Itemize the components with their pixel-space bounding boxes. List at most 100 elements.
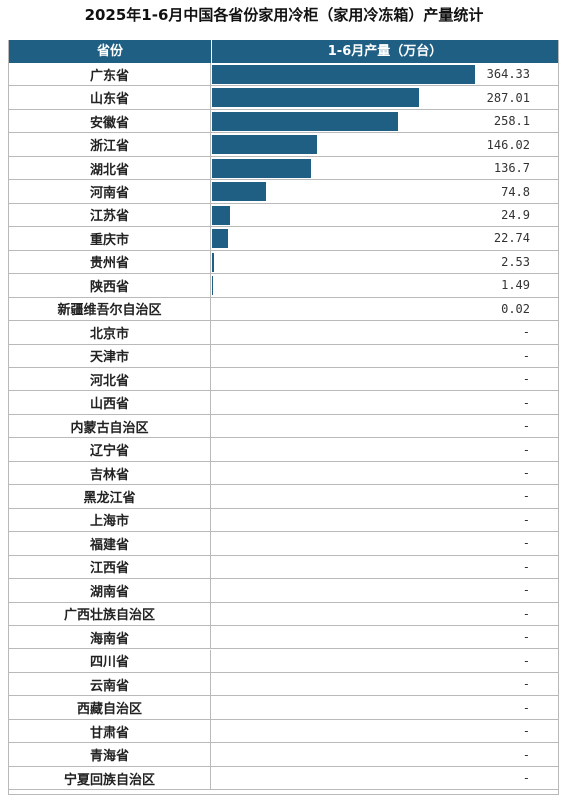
table-row: 陕西省 1.49 (9, 274, 558, 298)
header-province: 省份 (9, 40, 212, 63)
value-label: - (522, 677, 530, 692)
value-bar (212, 65, 475, 84)
value-label: 74.8 (501, 184, 530, 199)
province-name: 天津市 (9, 344, 211, 367)
value-label: 258.1 (493, 114, 530, 129)
value-label: 146.02 (486, 137, 530, 152)
province-name: 福建省 (9, 532, 211, 555)
province-name: 山西省 (9, 391, 211, 414)
province-name: 云南省 (9, 672, 211, 696)
value-label: - (522, 630, 530, 645)
value-bar (212, 111, 399, 131)
province-name: 内蒙古自治区 (9, 414, 211, 438)
province-name: 黑龙江省 (9, 485, 211, 508)
province-name: 湖南省 (9, 579, 211, 602)
table-row: 黑龙江省 - (9, 485, 558, 509)
value-label: 22.74 (493, 231, 530, 246)
table-row: 天津市 - (9, 344, 558, 368)
table-row: 辽宁省 - (9, 438, 558, 462)
table-row: 重庆市 22.74 (9, 227, 558, 251)
province-name: 四川省 (9, 649, 211, 672)
value-label: 136.7 (493, 161, 530, 176)
table-row: 江西省 - (9, 555, 558, 580)
table-row: 福建省 - (9, 532, 558, 556)
value-label: - (522, 771, 530, 786)
province-name: 江苏省 (9, 203, 211, 227)
value-bar (212, 182, 266, 202)
province-name: 西藏自治区 (9, 696, 211, 719)
table-row: 河北省 - (9, 367, 558, 392)
province-name: 新疆维吾尔自治区 (9, 297, 211, 321)
province-name: 河北省 (9, 367, 211, 391)
table-row: 北京市 - (9, 321, 558, 345)
value-label: - (522, 372, 530, 387)
province-name: 上海市 (9, 508, 211, 532)
value-label: - (522, 512, 530, 527)
table-row: 海南省 - (9, 626, 558, 650)
value-bar (212, 205, 230, 225)
province-name: 陕西省 (9, 274, 211, 297)
province-name: 北京市 (9, 321, 211, 344)
table-row: 云南省 - (9, 672, 558, 697)
table-row: 西藏自治区 - (9, 696, 558, 720)
province-name: 湖北省 (9, 156, 211, 180)
value-label: - (522, 325, 530, 340)
table-row: 安徽省 258.1 (9, 109, 558, 134)
value-label: - (522, 606, 530, 621)
province-name: 甘肃省 (9, 719, 211, 743)
table-row: 浙江省 146.02 (9, 133, 558, 157)
table-row: 上海市 - (9, 508, 558, 533)
value-label: 1.49 (501, 278, 530, 293)
value-label: - (522, 489, 530, 504)
value-bar (212, 135, 318, 155)
province-name: 重庆市 (9, 227, 211, 250)
province-name: 贵州省 (9, 250, 211, 274)
table-row: 贵州省 2.53 (9, 250, 558, 275)
table-row: 湖南省 - (9, 579, 558, 603)
table-header: 省份 1-6月产量（万台） (9, 40, 558, 63)
value-bar (212, 158, 311, 178)
table-row: 宁夏回族自治区 - (9, 766, 558, 791)
table-row: 湖北省 136.7 (9, 156, 558, 181)
value-bar (212, 252, 214, 272)
province-name: 浙江省 (9, 133, 211, 156)
province-name: 宁夏回族自治区 (9, 766, 211, 790)
province-name: 河南省 (9, 180, 211, 203)
province-name: 海南省 (9, 626, 211, 649)
value-label: 287.01 (486, 90, 530, 105)
table-row: 广西壮族自治区 - (9, 602, 558, 627)
value-bar (212, 229, 229, 249)
value-label: - (522, 583, 530, 598)
province-name: 广东省 (9, 63, 211, 86)
value-bar (212, 88, 420, 108)
table-row: 山东省 287.01 (9, 86, 558, 110)
value-label: - (522, 395, 530, 410)
value-label: 24.9 (501, 207, 530, 222)
province-name: 山东省 (9, 86, 211, 109)
chart-title: 2025年1-6月中国各省份家用冷柜（家用冷冻箱）产量统计 (84, 6, 484, 24)
province-name: 吉林省 (9, 461, 211, 485)
table-row: 吉林省 - (9, 461, 558, 486)
table-row: 四川省 - (9, 649, 558, 673)
value-label: 0.02 (501, 301, 530, 316)
table-row: 江苏省 24.9 (9, 203, 558, 228)
table-row: 青海省 - (9, 743, 558, 767)
value-label: - (522, 442, 530, 457)
province-name: 安徽省 (9, 109, 211, 133)
province-name: 青海省 (9, 743, 211, 766)
province-name: 江西省 (9, 555, 211, 579)
data-table: 省份 1-6月产量（万台） 广东省 364.33 山东省 287.01 安徽省 258.1… (8, 40, 559, 795)
value-label: - (522, 536, 530, 551)
table-row: 甘肃省 - (9, 719, 558, 744)
value-label: - (522, 747, 530, 762)
table-row: 内蒙古自治区 - (9, 414, 558, 439)
value-label: 364.33 (486, 67, 530, 82)
value-bar (212, 276, 214, 296)
province-name: 广西壮族自治区 (9, 602, 211, 626)
table-row: 河南省 74.8 (9, 180, 558, 204)
header-output: 1-6月产量（万台） (327, 44, 443, 59)
value-label: - (522, 466, 530, 481)
table-row: 广东省 364.33 (9, 63, 558, 87)
value-label: - (522, 419, 530, 434)
table-row: 山西省 - (9, 391, 558, 415)
